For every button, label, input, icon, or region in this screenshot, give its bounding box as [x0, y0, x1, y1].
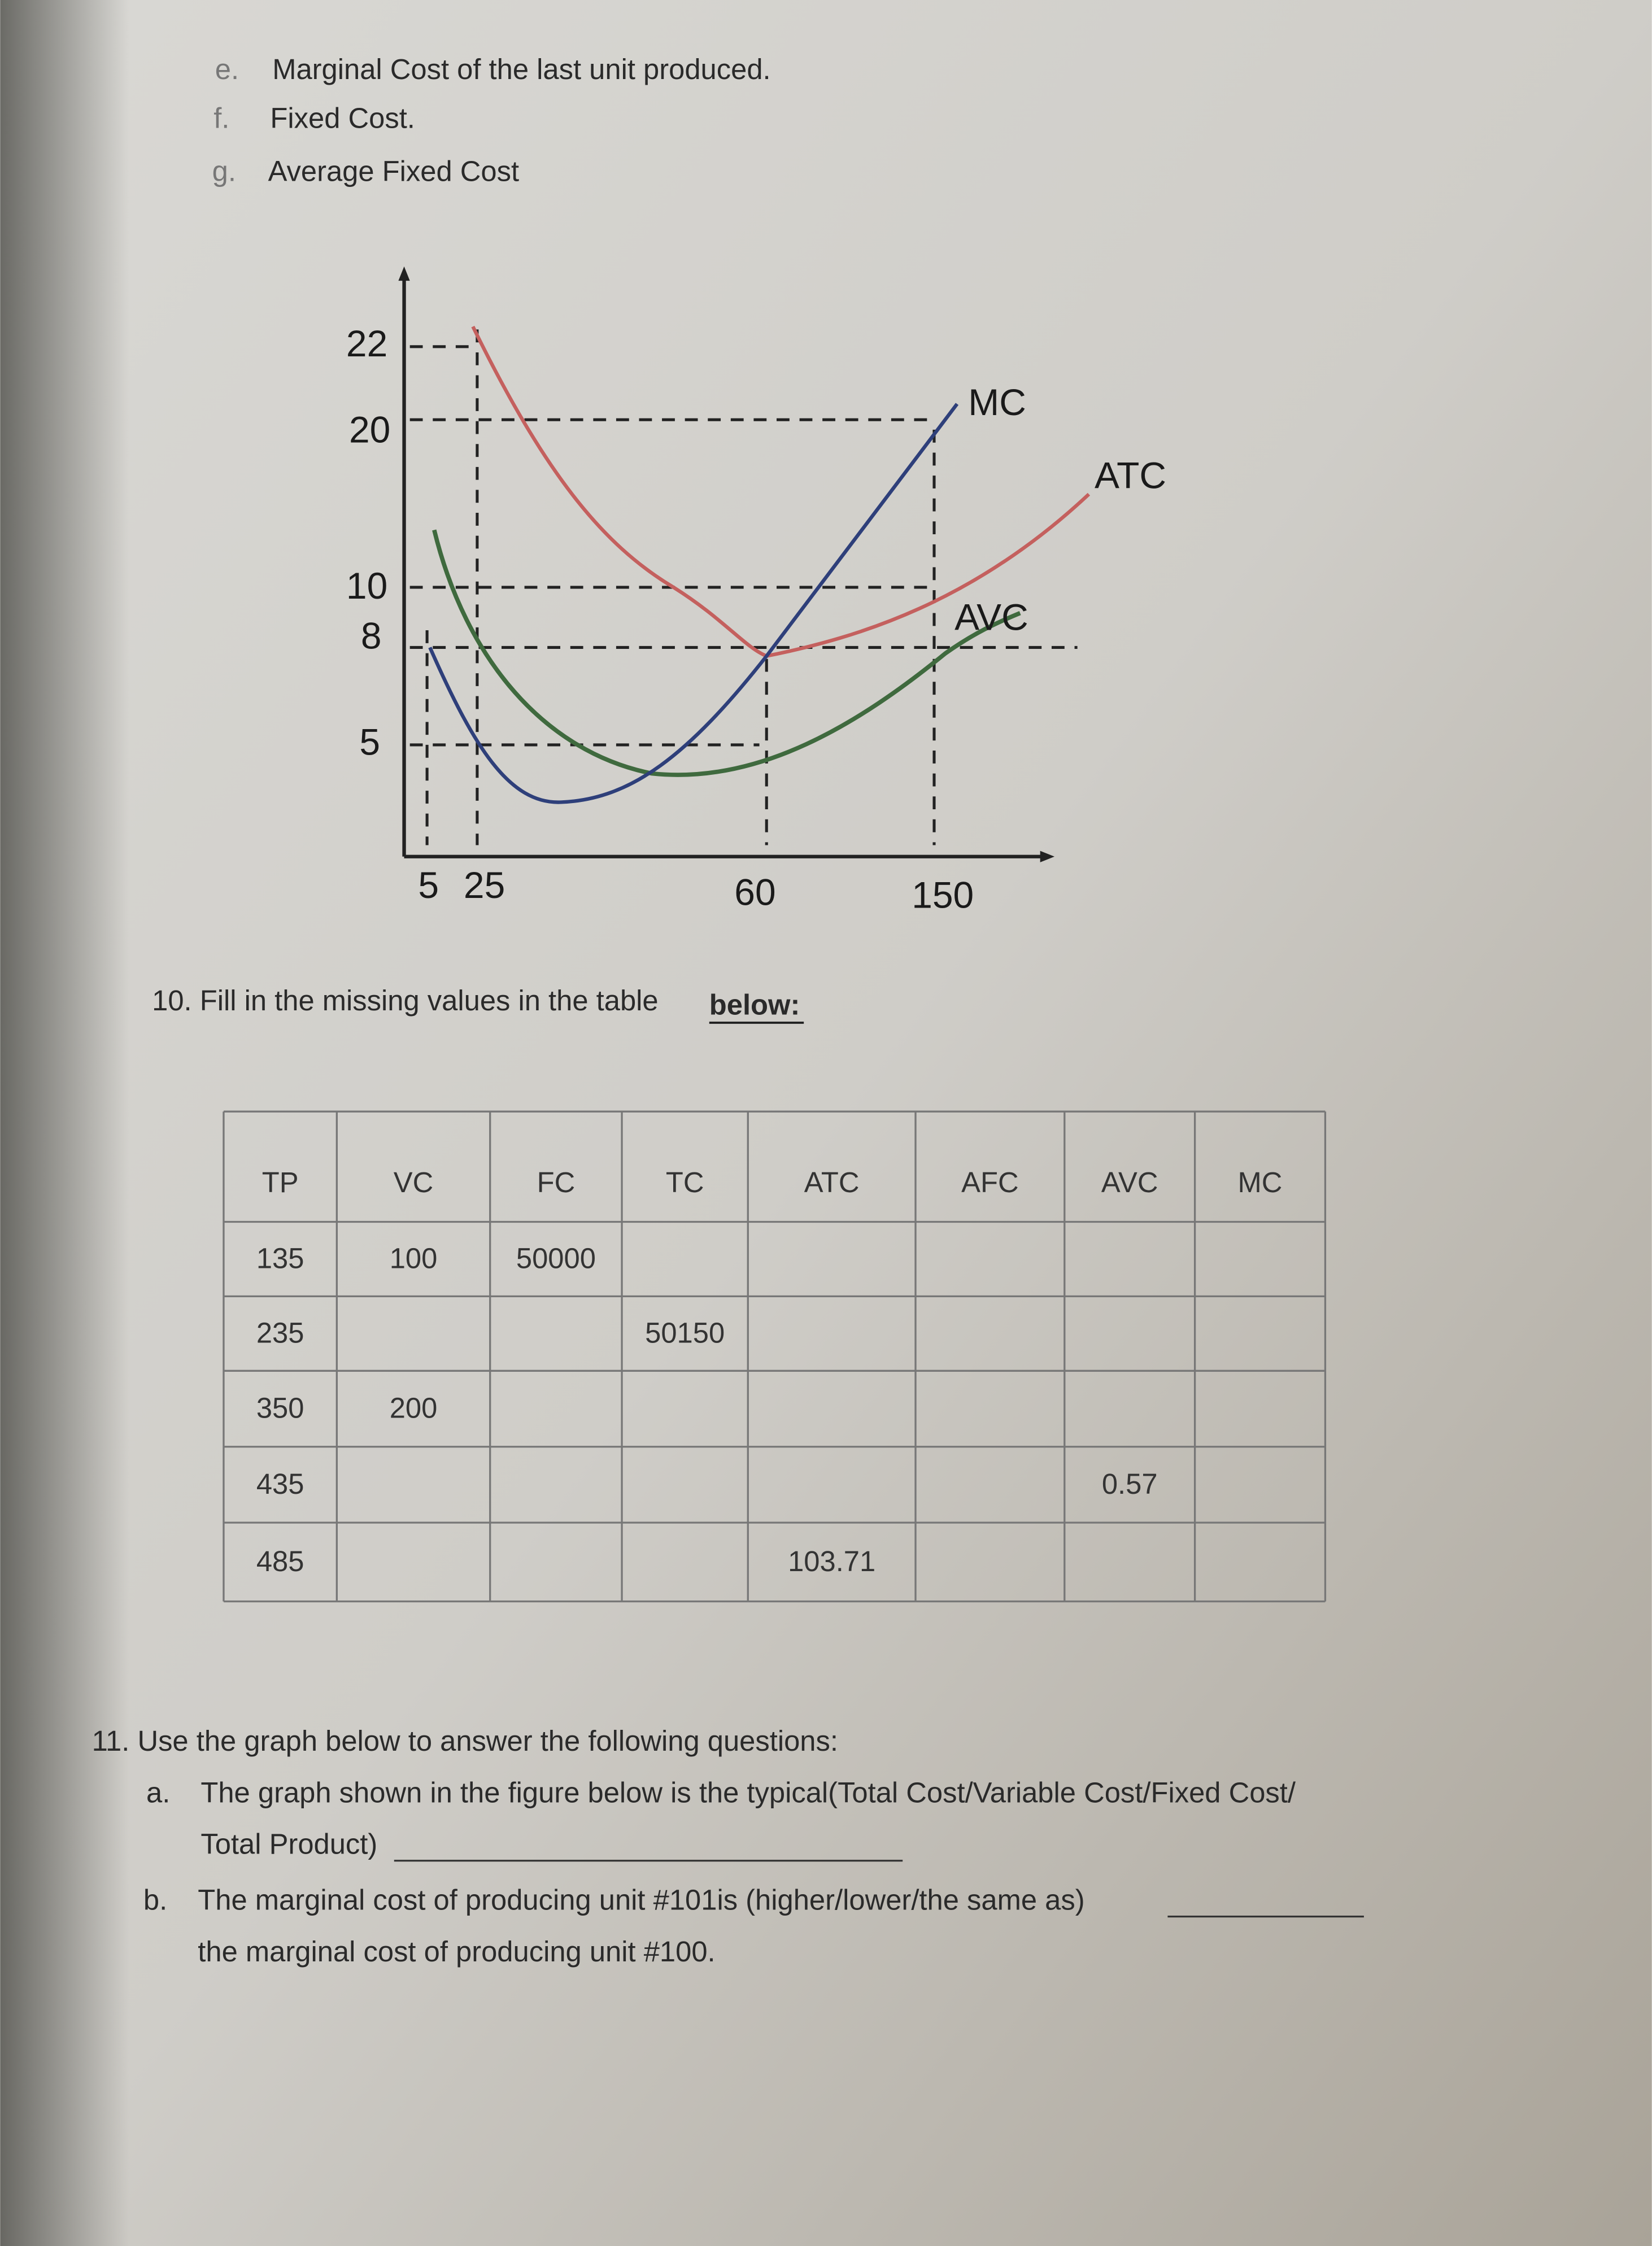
table-cell: 435	[256, 1468, 304, 1500]
y-label: 20	[349, 408, 390, 450]
question: 11. Use the graph below to answer the fo…	[92, 1725, 838, 1757]
atc-curve	[471, 325, 1091, 658]
table-header: TC	[666, 1166, 704, 1198]
mc-curve	[428, 403, 959, 804]
list-marker: f.	[213, 102, 229, 134]
list-text: Fixed Cost.	[270, 102, 415, 134]
curve-label: MC	[968, 381, 1026, 423]
graph	[398, 266, 1091, 862]
table-header: TP	[262, 1166, 299, 1198]
arrow	[398, 266, 410, 281]
x-label: 60	[734, 871, 775, 913]
table-cell: 0.57	[1102, 1468, 1158, 1500]
list-text: Average Fixed Cost	[268, 155, 519, 187]
table-cell: 485	[256, 1545, 304, 1577]
y-label: 10	[346, 565, 387, 607]
table-cell: 50000	[516, 1242, 596, 1274]
question: 10. Fill in the missing values in the ta…	[152, 984, 658, 1017]
table-cell: 50150	[645, 1316, 725, 1349]
table-header: AVC	[1101, 1166, 1158, 1198]
item-text: Total Product)	[200, 1828, 377, 1860]
table-cell: 235	[256, 1316, 304, 1349]
list-marker: e.	[215, 53, 239, 85]
item-marker: b.	[143, 1884, 167, 1916]
y-label: 22	[346, 322, 387, 364]
list-marker: g.	[212, 155, 236, 187]
table-cell: 103.71	[788, 1545, 875, 1577]
item-text: the marginal cost of producing unit #100…	[198, 1935, 715, 1968]
table-header: FC	[537, 1166, 576, 1198]
table-header: VC	[394, 1166, 433, 1198]
table-cell: 135	[256, 1242, 304, 1274]
y-label: 5	[359, 721, 380, 762]
x-label: 150	[912, 874, 974, 916]
table: TP VC FC TC ATC AFC AVC MC 135 100 50000 235 50150 35…	[223, 1110, 1327, 1603]
table-header: AFC	[961, 1166, 1018, 1198]
curve-label: AVC	[954, 596, 1028, 638]
table-cell: 100	[390, 1242, 438, 1274]
item-marker: a.	[146, 1776, 170, 1808]
table-header: ATC	[804, 1166, 860, 1198]
list-text: Marginal Cost of the last unit produced.	[272, 53, 770, 85]
arrow	[1040, 851, 1055, 862]
curve-label: ATC	[1095, 455, 1166, 496]
x-label: 5	[418, 864, 439, 906]
x-label: 25	[464, 864, 505, 906]
avc-curve	[432, 529, 1021, 777]
question-emphasis: below:	[709, 988, 800, 1020]
table-header: MC	[1238, 1166, 1283, 1198]
y-label: 8	[361, 615, 382, 657]
content: e. Marginal Cost of the last unit produce…	[92, 53, 1364, 1968]
table-cell: 350	[256, 1392, 304, 1424]
shadow	[0, 0, 129, 2246]
item-text: The graph shown in the figure below is t…	[200, 1776, 1296, 1808]
table-cell: 200	[390, 1392, 438, 1424]
item-text: The marginal cost of producing unit #101…	[198, 1884, 1084, 1916]
